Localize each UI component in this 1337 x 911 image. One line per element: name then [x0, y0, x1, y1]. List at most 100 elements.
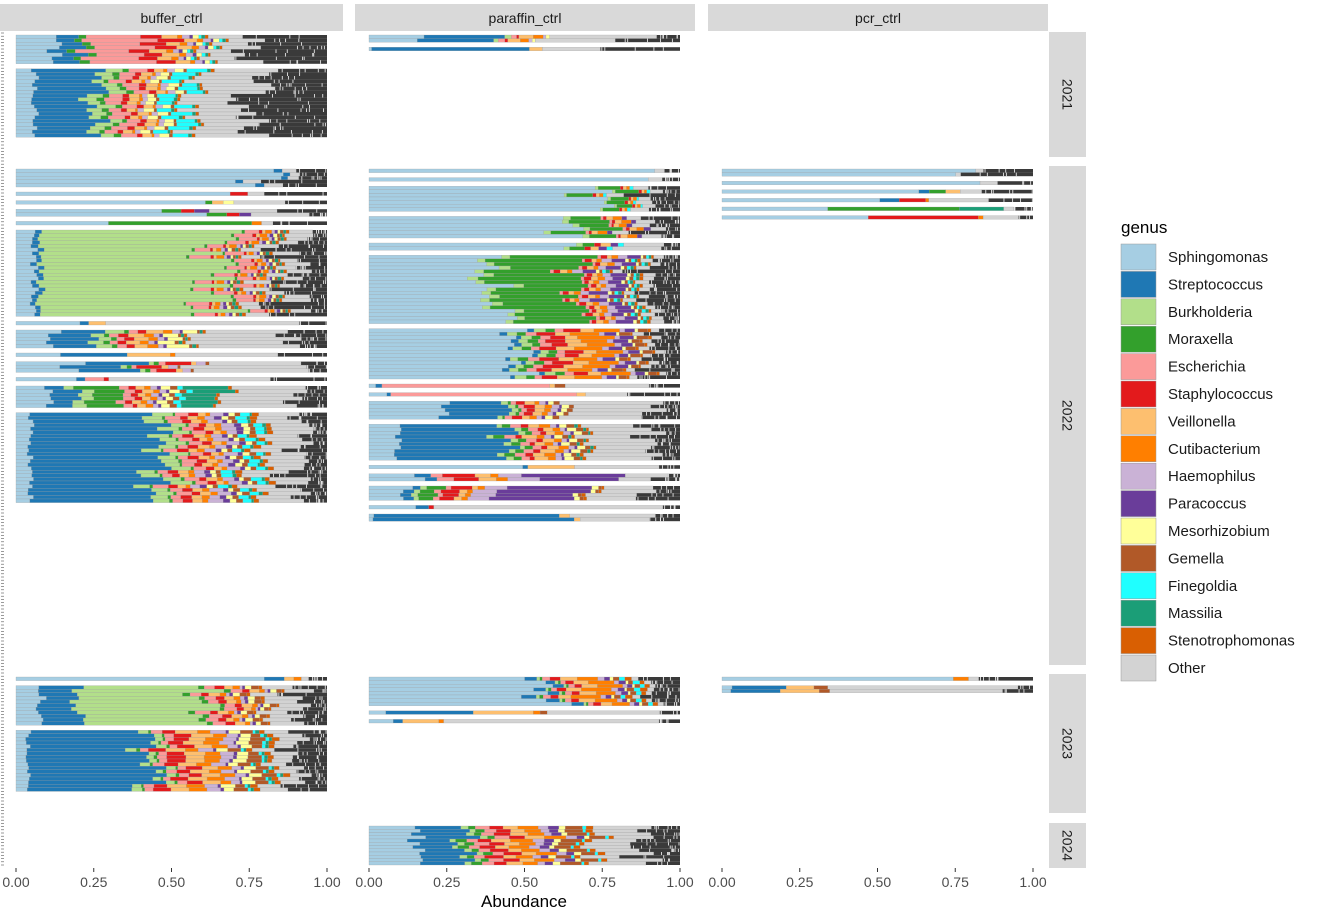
segment-cutibacterium	[156, 119, 160, 123]
sample-bar	[368, 273, 680, 277]
segment-sliver	[319, 368, 321, 373]
segment-sliver	[255, 35, 257, 39]
segment-paracoccus	[576, 835, 585, 840]
sample-bar	[15, 104, 327, 109]
segment-residual	[313, 689, 327, 693]
segment-sliver	[316, 298, 318, 302]
segment-sliver	[675, 255, 677, 259]
segment-other	[648, 177, 663, 182]
segment-sphingomonas	[15, 710, 39, 715]
segment-mesorhizobium	[548, 855, 557, 859]
segment-cutibacterium	[544, 442, 554, 446]
segment-sliver	[674, 424, 676, 428]
segment-burkholderia	[86, 129, 100, 134]
segment-sliver	[664, 702, 666, 706]
segment-streptococcus	[32, 470, 137, 474]
segment-residual	[651, 339, 680, 343]
segment-sliver	[304, 266, 306, 270]
segment-stenotrophomonas	[266, 426, 272, 431]
segment-escherichia	[523, 449, 534, 454]
segment-veillonella	[459, 489, 468, 494]
segment-massilia	[188, 133, 193, 138]
segment-haemophilus	[532, 855, 541, 859]
segment-haemophilus	[472, 489, 497, 494]
segment-streptococcus	[571, 702, 585, 706]
segment-stenotrophomonas	[608, 835, 614, 840]
segment-moraxella	[526, 375, 535, 380]
segment-escherichia	[194, 710, 211, 715]
segment-gemella	[585, 445, 591, 450]
segment-staphylococcus	[125, 79, 133, 84]
segment-sliver	[306, 751, 308, 756]
segment-gemella	[177, 365, 181, 369]
segment-streptococcus	[879, 198, 900, 203]
sample-bar	[15, 247, 327, 252]
segment-massilia	[631, 301, 635, 306]
segment-paracoccus	[156, 385, 161, 390]
segment-haemophilus	[265, 262, 270, 267]
segment-mesorhizobium	[157, 340, 175, 345]
segment-sliver	[629, 230, 631, 235]
segment-burkholderia	[38, 283, 231, 288]
segment-sliver	[666, 364, 668, 369]
segment-sliver	[668, 473, 670, 478]
segment-escherichia	[582, 258, 585, 263]
segment-sphingomonas	[15, 470, 33, 474]
segment-gemella	[179, 389, 187, 394]
segment-massilia	[239, 312, 243, 317]
segment-sliver	[667, 465, 669, 469]
segment-veillonella	[254, 258, 257, 263]
segment-residual	[281, 448, 327, 453]
segment-paracoccus	[271, 237, 275, 241]
segment-sliver	[296, 45, 298, 50]
segment-cutibacterium	[607, 262, 615, 267]
segment-stenotrophomonas	[632, 280, 636, 285]
segment-paracoccus	[608, 346, 623, 351]
sample-bar	[368, 258, 680, 263]
segment-stenotrophomonas	[262, 273, 267, 277]
segment-mesorhizobium	[236, 769, 251, 774]
segment-sliver	[663, 280, 665, 284]
segment-veillonella	[224, 685, 233, 690]
segment-haemophilus	[240, 696, 245, 701]
sample-bar	[368, 269, 680, 274]
segment-sliver	[280, 42, 282, 46]
segment-stenotrophomonas	[238, 305, 242, 310]
segment-sliver	[299, 72, 301, 76]
segment-residual	[648, 186, 680, 190]
segment-finegoldia	[250, 762, 254, 767]
segment-veillonella	[187, 776, 208, 781]
segment-finegoldia	[257, 480, 266, 485]
segment-sliver	[671, 284, 673, 288]
segment-moraxella	[202, 714, 210, 719]
segment-escherichia	[169, 744, 178, 749]
segment-paracoccus	[552, 411, 557, 416]
segment-cutibacterium	[166, 49, 174, 54]
segment-sliver	[668, 227, 670, 231]
segment-sliver	[674, 335, 676, 340]
segment-staphylococcus	[124, 400, 133, 405]
segment-gemella	[227, 448, 233, 453]
segment-sliver	[675, 695, 677, 699]
segment-stenotrophomonas	[629, 332, 633, 336]
segment-sliver	[665, 223, 667, 228]
segment-escherichia	[122, 83, 140, 87]
segment-massilia	[629, 280, 634, 285]
segment-stenotrophomonas	[581, 493, 586, 497]
sample-bar	[368, 291, 680, 295]
segment-haemophilus	[604, 276, 613, 281]
segment-massilia	[196, 83, 200, 87]
segment-sliver	[291, 710, 293, 715]
segment-sliver	[315, 309, 317, 313]
segment-massilia	[231, 470, 236, 474]
segment-sliver	[295, 784, 297, 788]
segment-sliver	[677, 309, 678, 313]
segment-sliver	[297, 755, 299, 759]
segment-mesorhizobium	[615, 357, 620, 362]
segment-other	[591, 838, 637, 843]
segment-sliver	[313, 298, 315, 302]
segment-haemophilus	[181, 34, 190, 39]
segment-residual	[960, 172, 1033, 177]
segment-sphingomonas	[15, 172, 284, 177]
sample-bar	[721, 215, 1033, 220]
